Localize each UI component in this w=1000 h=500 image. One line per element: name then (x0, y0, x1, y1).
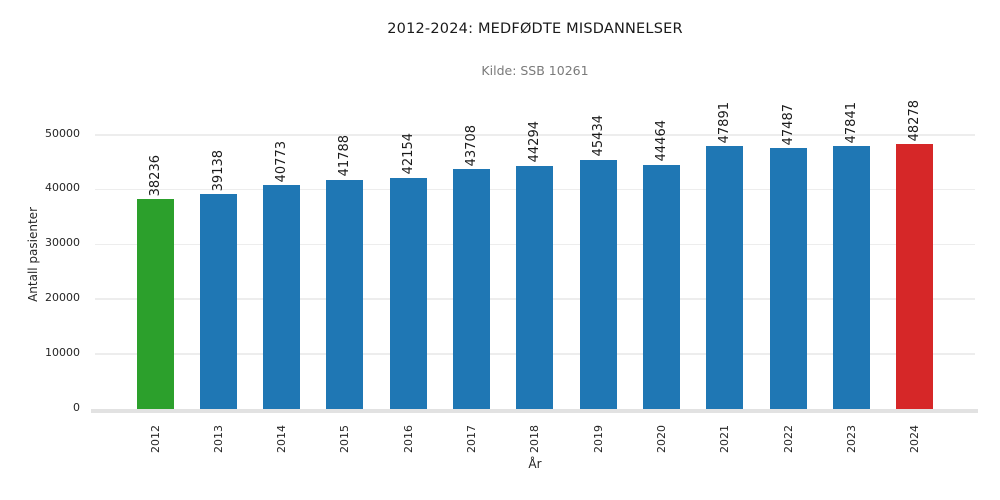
bar-2024 (896, 143, 934, 409)
x-tick-label-2013: 2013 (211, 425, 225, 453)
y-axis-label: Antall pasienter (26, 206, 40, 302)
bar-2015 (326, 179, 364, 409)
bar-2022 (769, 148, 807, 409)
bar-value-label: 47891 (717, 101, 733, 144)
y-axis-label-wrap: Antall pasienter (26, 100, 41, 408)
x-tick-label-2019: 2019 (591, 425, 605, 453)
chart-subtitle: Kilde: SSB 10261 (481, 63, 589, 78)
y-tick-label-0: 0 (73, 400, 80, 414)
x-axis-label: År (528, 457, 542, 471)
gridline-50000 (95, 133, 975, 136)
x-tick-label-2015: 2015 (338, 425, 352, 453)
x-tick-label-2012: 2012 (148, 425, 162, 453)
bar-2013 (199, 194, 237, 409)
bar-value-label: 41788 (337, 135, 353, 177)
x-tick-label-2024: 2024 (908, 425, 922, 453)
bar-value-label: 42154 (400, 133, 416, 175)
bar-value-label: 45434 (590, 115, 606, 157)
bar-value-label: 38236 (147, 154, 163, 196)
x-tick-label-2018: 2018 (528, 425, 542, 453)
bar-value-label: 47487 (780, 103, 796, 146)
x-axis-baseline (91, 408, 978, 413)
chart-title: 2012-2024: MEDFØDTE MISDANNELSER (387, 21, 683, 37)
x-tick-label-2021: 2021 (718, 425, 732, 453)
x-tick-label-2023: 2023 (845, 425, 859, 453)
bar-value-label: 44464 (654, 120, 670, 162)
bar-value-label: 44294 (527, 121, 543, 163)
y-tick-label-30000: 30000 (45, 236, 80, 250)
x-tick-label-2022: 2022 (781, 425, 795, 453)
y-tick-label-50000: 50000 (45, 126, 80, 140)
bar-2016 (389, 177, 427, 409)
bar-2019 (579, 159, 617, 409)
y-tick-label-40000: 40000 (45, 181, 80, 195)
x-tick-label-2016: 2016 (401, 425, 415, 453)
bar-value-label: 47841 (844, 101, 860, 144)
bar-2021 (706, 146, 744, 409)
bar-2023 (833, 146, 871, 409)
bar-2017 (453, 168, 491, 409)
y-tick-label-10000: 10000 (45, 345, 80, 359)
y-tick-label-20000: 20000 (45, 290, 80, 304)
x-tick-label-2014: 2014 (275, 425, 289, 453)
x-tick-label-2020: 2020 (655, 425, 669, 453)
bar-2020 (643, 164, 681, 409)
bar-2012 (136, 198, 174, 409)
plot-area: 38236 2012 39138 2013 40773 2014 41788 2015 4215… (95, 99, 975, 453)
bar-2014 (263, 185, 301, 409)
bar-value-label: 43708 (464, 124, 480, 166)
x-tick-label-2017: 2017 (465, 425, 479, 453)
bar-value-label: 39138 (210, 149, 226, 192)
bar-value-label: 48278 (907, 99, 923, 141)
bar-2018 (516, 165, 554, 409)
bar-value-label: 40773 (274, 140, 290, 183)
